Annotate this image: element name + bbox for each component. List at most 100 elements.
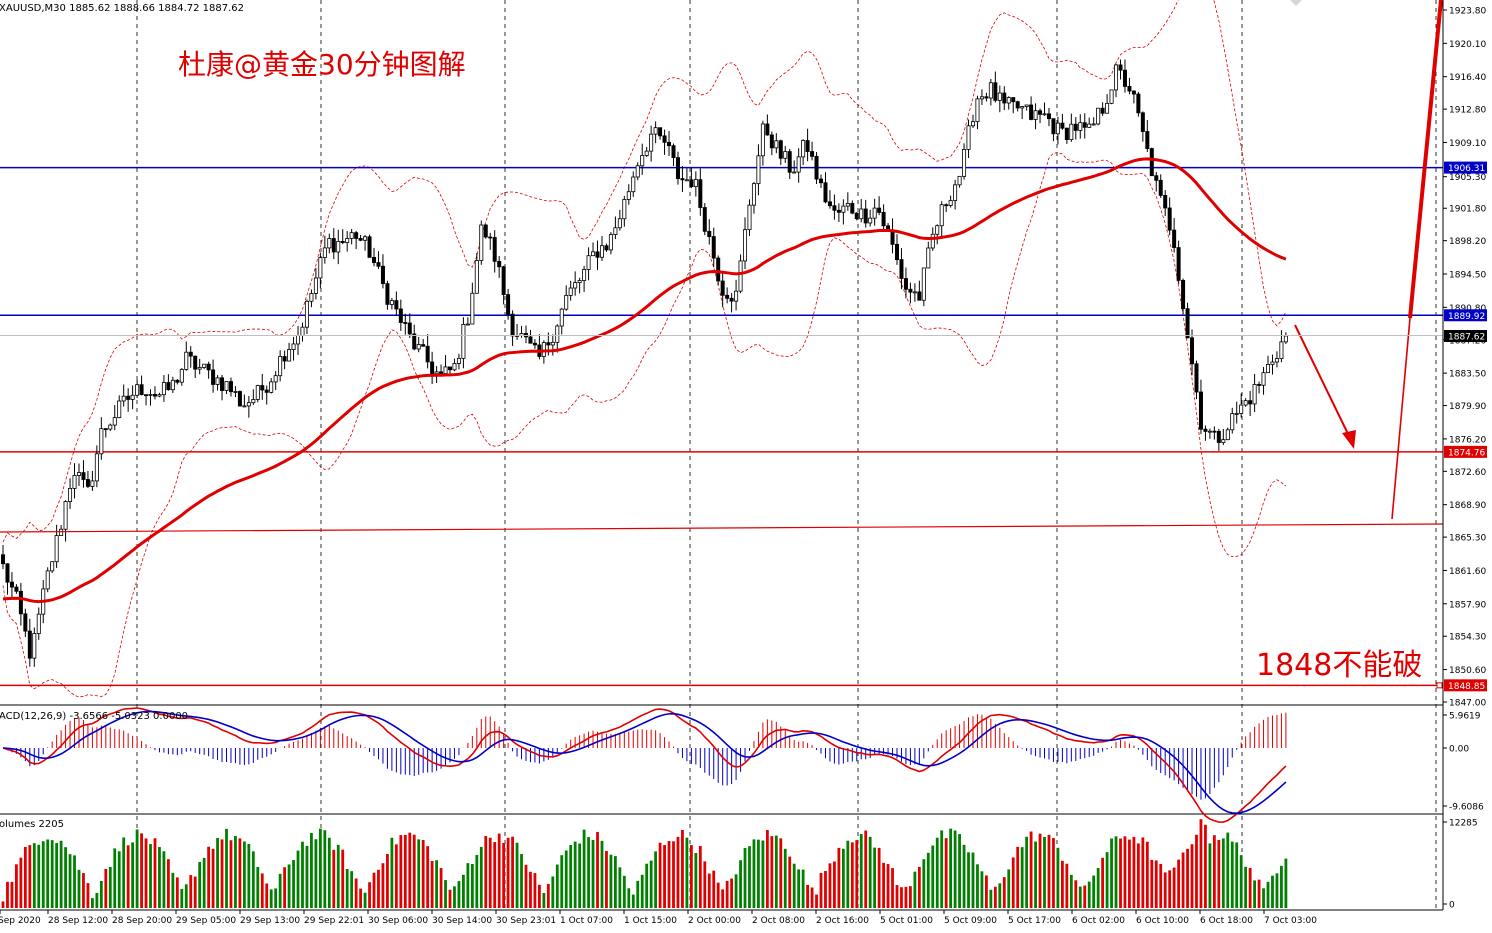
horizontal-levels[interactable] — [0, 166, 1443, 687]
candle-body-up — [939, 204, 944, 227]
volume-bar — [1172, 867, 1176, 908]
candle-body-up — [792, 171, 797, 174]
volume-bar — [448, 889, 452, 908]
candle-body-up — [613, 227, 618, 235]
band-upper — [2, 0, 1287, 543]
candle — [988, 78, 993, 106]
candle — [108, 423, 113, 432]
volume-tick-label: 12285 — [1449, 819, 1478, 829]
candle — [881, 204, 886, 232]
volume-bar — [1034, 841, 1037, 908]
volume-bar — [770, 836, 774, 908]
volume-bar — [318, 828, 322, 908]
candle-body-down — [282, 356, 287, 362]
candle-body-up — [868, 217, 873, 224]
volume-bar — [1128, 839, 1131, 908]
candle-body-down — [447, 366, 452, 371]
volume-bar — [23, 846, 27, 908]
candle — [255, 384, 260, 403]
volume-bar — [645, 863, 649, 908]
candle — [899, 248, 904, 290]
candle — [1216, 428, 1221, 451]
volume-bar — [1056, 847, 1060, 908]
candle-body-up — [1252, 384, 1257, 405]
candle — [810, 141, 815, 161]
candle — [470, 282, 475, 325]
volume-tick-label: 0 — [1449, 901, 1455, 911]
trend-drawings[interactable] — [0, 0, 1444, 533]
up-thick-line[interactable] — [1408, 0, 1443, 319]
candle — [246, 396, 251, 418]
up-thin-line[interactable] — [1391, 317, 1411, 520]
time-axis[interactable]: Sep 2020 28 Sep 12:00 28 Sep 20:00 29 Sep 0… — [0, 910, 1317, 926]
candle-body-up — [242, 405, 247, 408]
candle — [725, 287, 730, 304]
candle-body-down — [126, 395, 131, 400]
candle — [604, 243, 609, 252]
moving-average-line — [2, 157, 1287, 604]
candle — [944, 203, 949, 213]
macd-panel[interactable]: ACD(12,26,9) -3.6566 -5.0323 0.0000 — [0, 707, 1287, 823]
volume-bar — [211, 848, 215, 908]
candle — [863, 199, 868, 228]
candle — [599, 236, 604, 261]
volume-bar — [426, 846, 430, 908]
candle-body-up — [979, 96, 984, 100]
candle-body-down — [139, 384, 144, 396]
candle-body-down — [85, 479, 90, 487]
candle-body-up — [1270, 361, 1275, 365]
down-arrow-line[interactable] — [1294, 324, 1351, 439]
candle — [506, 288, 511, 320]
volume-bar — [149, 844, 152, 908]
volume-bar — [1029, 831, 1033, 908]
volume-bar — [810, 887, 814, 908]
candle-body-up — [1279, 341, 1284, 360]
volume-bar — [10, 881, 14, 908]
candle-body-down — [497, 260, 502, 268]
candle-body-up — [653, 127, 658, 135]
candle — [23, 608, 28, 638]
candle — [50, 561, 55, 573]
candle-body-down — [707, 230, 712, 237]
candle-body-down — [407, 322, 412, 335]
support-trendline[interactable] — [0, 523, 1444, 533]
candle-body-down — [662, 135, 667, 143]
candle-body-up — [54, 535, 59, 563]
candle-body-down — [430, 361, 435, 375]
volume-bar — [524, 864, 528, 908]
candle — [1172, 218, 1177, 253]
candle — [1042, 102, 1047, 116]
candle-body-up — [957, 175, 962, 186]
volume-bar — [958, 834, 961, 908]
candle-body-down — [367, 236, 372, 258]
volume-bar — [1280, 865, 1283, 908]
candle-body-up — [72, 475, 77, 489]
candle — [845, 192, 850, 211]
price-panel[interactable]: XAUUSD,M30 1885.62 1888.66 1884.72 1887.… — [0, 0, 1444, 698]
volume-bar — [399, 835, 403, 908]
candle-body-up — [1033, 110, 1038, 120]
volume-bar — [1060, 860, 1064, 908]
candle-body-up — [635, 165, 640, 178]
price-axis[interactable]: 1923.80 1920.10 1916.40 1912.80 1909.10 1905.… — [1436, 7, 1487, 709]
volume-bar — [37, 844, 41, 908]
volume-bar — [59, 840, 63, 908]
level-handle-marker[interactable] — [1436, 682, 1443, 689]
candle-body-up — [577, 280, 582, 283]
candle — [649, 125, 654, 162]
volume-bar — [779, 838, 783, 908]
volumes-panel[interactable]: olumes 2205 — [0, 819, 1288, 908]
candle — [376, 251, 381, 269]
candle-body-down — [27, 630, 32, 659]
candle — [948, 195, 953, 208]
volume-bar — [1141, 837, 1145, 908]
price-marker-label: 1906.31 — [1448, 164, 1485, 174]
candle — [1118, 59, 1123, 80]
volume-bar — [131, 842, 135, 908]
candle-body-down — [175, 379, 180, 383]
candle-body-down — [492, 237, 497, 262]
volume-bar — [493, 842, 497, 908]
candle — [327, 233, 332, 254]
candle — [667, 131, 672, 156]
